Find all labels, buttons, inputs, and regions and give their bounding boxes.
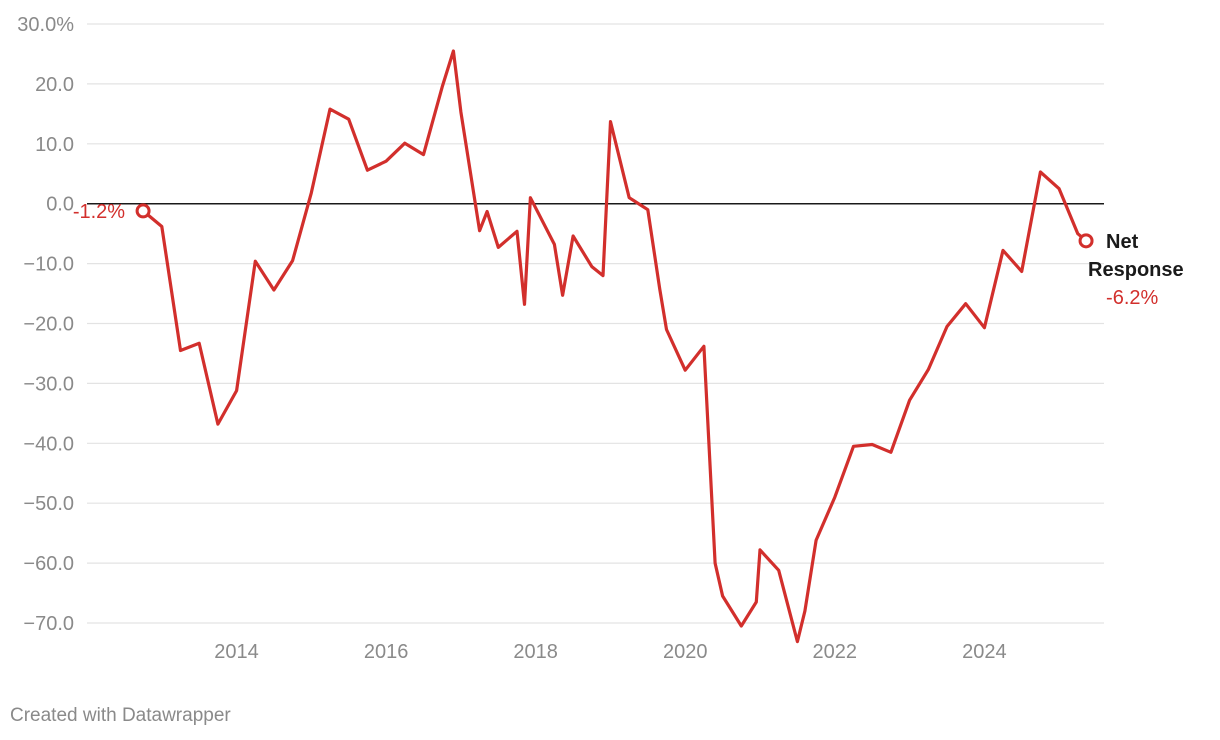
x-tick: 2022: [813, 641, 858, 663]
end-point-marker: [1078, 233, 1094, 249]
label-layer: -1.2% Net Response -6.2%: [73, 201, 1184, 309]
y-tick: −30.0: [23, 373, 74, 395]
footer-credit: Created with Datawrapper: [10, 705, 231, 726]
line-chart: 30.0% 20.0 10.0 0.0 −10.0 −20.0 −30.0 −40.0 −50.…: [17, 14, 1184, 663]
y-tick-label: 30.0%: [17, 14, 74, 36]
series-name-label: Net Response: [1088, 231, 1184, 281]
x-tick-label: 2014: [214, 641, 259, 663]
y-tick-label: −50.0: [23, 493, 74, 515]
x-tick: 2016: [364, 641, 409, 663]
x-axis-ticks: 2014 2016 2018 2020 2022 2024: [214, 641, 1006, 663]
x-tick: 2018: [513, 641, 558, 663]
series-line-net-response: [141, 49, 1088, 644]
y-tick: −20.0: [23, 314, 74, 336]
start-point-marker: [135, 203, 151, 219]
y-tick: 30.0%: [17, 14, 74, 36]
series-name-line: Net: [1106, 231, 1139, 253]
y-tick: 20.0: [35, 74, 74, 96]
y-tick: −70.0: [23, 613, 74, 635]
x-tick-label: 2016: [364, 641, 409, 663]
y-tick: −50.0: [23, 493, 74, 515]
y-tick-label: −30.0: [23, 373, 74, 395]
y-tick-label: −20.0: [23, 314, 74, 336]
y-tick-label: −40.0: [23, 433, 74, 455]
x-tick: 2020: [663, 641, 708, 663]
y-axis-ticks: 30.0% 20.0 10.0 0.0 −10.0 −20.0 −30.0 −40.0 −50.…: [17, 14, 74, 635]
start-value-label: -1.2%: [73, 201, 125, 223]
x-tick-label: 2018: [513, 641, 558, 663]
x-tick-label: 2020: [663, 641, 708, 663]
x-tick: 2014: [214, 641, 259, 663]
series-layer: [135, 49, 1094, 644]
series-name-line: Response: [1088, 259, 1184, 281]
y-tick-label: 10.0: [35, 134, 74, 156]
y-tick: −10.0: [23, 254, 74, 276]
y-tick: −40.0: [23, 433, 74, 455]
y-tick: 10.0: [35, 134, 74, 156]
y-tick-label: −60.0: [23, 553, 74, 575]
y-tick-label: 0.0: [46, 194, 74, 216]
end-value-label: -6.2%: [1106, 287, 1158, 309]
x-tick-label: 2024: [962, 641, 1007, 663]
x-tick-label: 2022: [813, 641, 858, 663]
y-tick-label: 20.0: [35, 74, 74, 96]
y-tick: −60.0: [23, 553, 74, 575]
x-tick: 2024: [962, 641, 1007, 663]
y-tick: 0.0: [46, 194, 74, 216]
y-tick-label: −10.0: [23, 254, 74, 276]
y-tick-label: −70.0: [23, 613, 74, 635]
